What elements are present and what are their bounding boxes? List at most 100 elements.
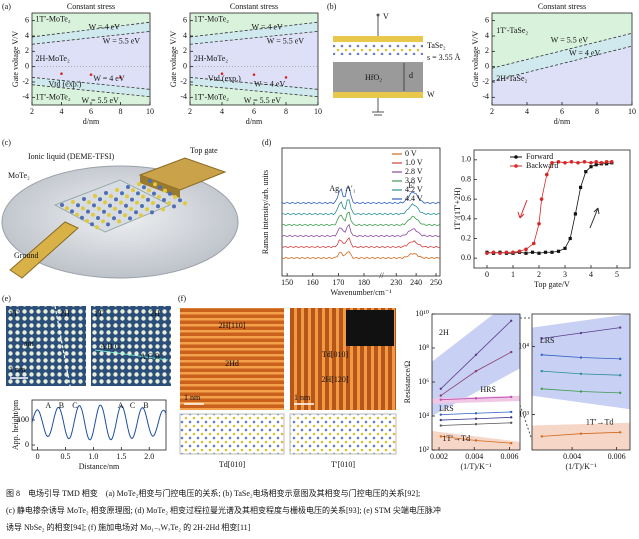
image-label: 1T′ (94, 309, 105, 318)
y-axis-label: Gate voltage V/V (471, 31, 480, 88)
boundary-line (491, 32, 633, 69)
device-label: Top gate (190, 146, 218, 155)
diffraction-inset (346, 310, 394, 346)
data-point (517, 249, 522, 254)
arrow (589, 207, 600, 229)
y-tick-label: 0 (25, 61, 29, 70)
x-tick-label: 1.0 (88, 452, 98, 461)
trend-point (579, 390, 583, 393)
tem-image (180, 308, 284, 410)
image-label: Td[010] (219, 460, 246, 469)
annotation: Vtd (exp.) (208, 74, 241, 83)
atom (183, 201, 187, 206)
region (190, 13, 318, 37)
x-tick-label: 0.004 (563, 452, 581, 461)
atom (157, 194, 161, 199)
y-tick-label: 10⁸ (418, 343, 429, 352)
data-point (539, 197, 544, 201)
arrow (517, 199, 528, 219)
atom (101, 219, 105, 224)
atom (161, 207, 165, 212)
legend-entry: 2.8 V (405, 167, 423, 176)
atom (117, 219, 121, 224)
legend-entry: 4.2 V (405, 185, 423, 194)
atom (108, 203, 112, 208)
annotation: C (72, 401, 77, 410)
atom (81, 206, 85, 211)
legend-marker (514, 155, 518, 159)
schematic-label: TaSe₂ (427, 41, 446, 50)
atom (158, 185, 162, 190)
region (32, 13, 150, 37)
atom (92, 203, 96, 208)
atom (134, 210, 138, 215)
atom (107, 213, 111, 217)
x-tick-label: 10 (146, 107, 154, 116)
trend-point (474, 369, 478, 373)
atom (140, 204, 144, 208)
x-tick-label: 2 (30, 107, 34, 116)
boundary-line (189, 21, 319, 38)
trend-point (439, 435, 442, 438)
y-tick-label: 4 (183, 31, 187, 40)
atom (131, 188, 135, 193)
atom (102, 209, 106, 214)
device-label: Ground (14, 251, 38, 260)
data-point (563, 160, 567, 165)
y-axis-label: Gate voltage V/V (11, 31, 20, 88)
schematic-label: d (409, 71, 413, 80)
x-tick-label: 4 (525, 107, 529, 116)
image-label: A C B (140, 352, 160, 361)
annotation: W = 5.5 eV (244, 96, 281, 105)
panel-label: (d) (262, 138, 272, 147)
experiment-point (252, 73, 256, 76)
x-tick-label: 4 (220, 107, 224, 116)
x-axis-label: d/nm (554, 117, 571, 126)
atom (106, 222, 110, 227)
x-tick-label: 250 (430, 278, 442, 287)
experiment-point (119, 76, 122, 79)
data-point (594, 163, 598, 167)
data-point (568, 236, 572, 241)
series-line (486, 161, 612, 254)
y-tick-label: 4 (25, 31, 29, 40)
caption-line: (c) 静电掺杂诱导 MoTe₂ 相变原理图; (d) MoTe₂ 相变过程拉曼… (6, 505, 441, 515)
x-tick-label: 6 (252, 107, 256, 116)
schematic-label: s = 3.55 Å (427, 53, 461, 62)
trend-point (619, 357, 622, 361)
atom (173, 195, 177, 199)
y-tick-label: -4 (482, 92, 489, 101)
region (190, 22, 318, 45)
atom (148, 179, 152, 183)
atom (141, 194, 145, 199)
schematic-shape (333, 92, 423, 98)
y-axis-label: Resistance/Ω (403, 361, 412, 403)
panel-label: (e) (2, 294, 11, 303)
trend-point (540, 369, 543, 373)
y-tick-label: 100 (17, 415, 29, 424)
atom (86, 209, 90, 214)
atom (115, 188, 119, 192)
x-tick-label: 180 (358, 278, 370, 287)
trend-point (540, 337, 543, 340)
experiment-point (60, 72, 63, 76)
atom (113, 206, 117, 211)
annotation: 1T′-TaSe₂ (496, 26, 528, 35)
annotation: W = 4 eV (93, 74, 124, 83)
y-axis-label: Gate voltage V/V (169, 31, 178, 88)
trend-point (619, 431, 622, 434)
trend-point (510, 442, 513, 445)
plot-frame (281, 147, 441, 277)
schematic-shape (376, 13, 380, 17)
annotation: W = 5.5 eV (82, 96, 119, 105)
annotation: A (118, 401, 124, 410)
x-tick-label: 0.006 (608, 452, 626, 461)
schematic-shape (333, 36, 423, 42)
trend-point (474, 422, 478, 426)
schematic-label: HfO₂ (365, 73, 382, 82)
spectrum (281, 211, 441, 227)
atom (91, 212, 95, 217)
y-tick-label: 0.0 (461, 253, 471, 262)
atom (76, 203, 80, 208)
data-point (532, 241, 536, 246)
